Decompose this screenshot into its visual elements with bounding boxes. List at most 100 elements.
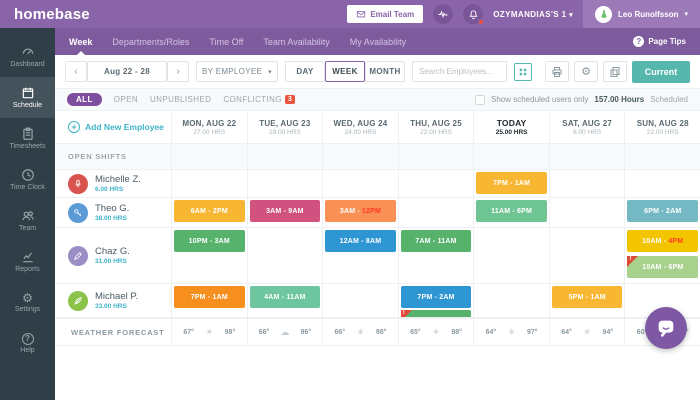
open-shift-cell[interactable]: [548, 144, 625, 169]
filter-bar: ALL OPEN UNPUBLISHED CONFLICTING 3 Show …: [55, 89, 700, 111]
clipboard-icon: [22, 127, 33, 140]
sidebar-item-help[interactable]: ? Help: [20, 333, 35, 354]
tab-departments-roles[interactable]: Departments/Roles: [112, 36, 190, 47]
dashboard-gauge-icon: [22, 48, 33, 55]
open-shift-cell[interactable]: [397, 144, 474, 169]
sidebar-item-timesheets[interactable]: Timesheets: [0, 118, 55, 159]
shift-block-conflict[interactable]: [400, 310, 472, 317]
shift-block[interactable]: 5PM - 1AM: [551, 286, 623, 308]
sidebar-item-time-clock[interactable]: Time Clock: [0, 159, 55, 200]
next-week-button[interactable]: ›: [167, 61, 189, 82]
show-scheduled-checkbox[interactable]: [474, 94, 485, 105]
open-shift-cell[interactable]: [473, 144, 549, 169]
filter-conflicting[interactable]: CONFLICTING 3: [223, 95, 296, 104]
printer-icon: [552, 66, 562, 77]
employee-row-chaz: Chaz G. 31.00 HRS 10PM - 3AM 12AM - 8AM …: [55, 228, 700, 284]
shift-block[interactable]: 6PM - 2AM: [627, 200, 699, 222]
shift-block[interactable]: 11AM - 6PM: [476, 200, 547, 222]
shift-block[interactable]: 7PM - 2AM: [400, 286, 472, 308]
chart-icon: [22, 252, 33, 263]
activity-pulse-icon: [438, 10, 448, 19]
view-week-button[interactable]: WEEK: [325, 61, 365, 82]
open-shifts-label: OPEN SHIFTS: [68, 152, 127, 161]
color-filter-button[interactable]: [514, 62, 532, 81]
user-avatar: [595, 5, 613, 23]
question-icon: ?: [633, 36, 645, 47]
conflict-flag-icon: [400, 310, 412, 317]
shift-block-conflict[interactable]: 10AM - 4PM: [627, 230, 699, 252]
employee-name-cell[interactable]: Michael P. 33.00 HRS: [55, 284, 171, 317]
tab-team-availability[interactable]: Team Availability: [263, 36, 330, 47]
day-header-today: TODAY 25.00 HRS: [473, 111, 549, 143]
open-shift-cell[interactable]: [322, 144, 398, 169]
sidebar-item-settings[interactable]: ⚙ Settings: [14, 291, 41, 313]
weather-cell: 66° ☀ 98°: [322, 319, 398, 345]
filter-open[interactable]: OPEN: [113, 95, 139, 104]
print-button[interactable]: [545, 61, 569, 82]
tab-my-availability[interactable]: My Availability: [349, 36, 407, 47]
open-shift-cell[interactable]: [171, 144, 247, 169]
search-employees-input[interactable]: [412, 61, 507, 82]
filter-all[interactable]: ALL: [67, 93, 102, 106]
shift-block[interactable]: 7PM - 1AM: [174, 286, 245, 308]
homebase-logo: homebase: [14, 5, 90, 23]
user-menu[interactable]: Leo Runolfsson ▾: [583, 0, 700, 28]
company-dropdown[interactable]: OZYMANDIAS'S 1 ▾: [493, 9, 574, 19]
settings-button[interactable]: ⚙: [574, 61, 598, 82]
current-week-button[interactable]: Current: [632, 60, 690, 83]
view-day-button[interactable]: DAY: [285, 61, 325, 82]
shift-block[interactable]: 12AM - 8AM: [325, 230, 396, 252]
sun-icon: ☀: [205, 326, 214, 337]
chevron-down-icon: ▾: [268, 68, 272, 76]
hours-scheduled-suffix: Scheduled: [650, 95, 688, 104]
shift-block[interactable]: 7PM - 1AM: [476, 172, 547, 194]
employee-name-cell[interactable]: Theo G. 38.00 HRS: [55, 198, 171, 227]
sidebar-item-reports[interactable]: Reports: [0, 241, 55, 282]
hours-scheduled-value: 157.00 Hours: [594, 95, 645, 104]
shift-block-conflict[interactable]: 10AM - 6PM: [627, 256, 699, 278]
day-header-mon: MON, AUG 22 27.00 HRS: [171, 111, 247, 143]
activity-button[interactable]: [433, 4, 454, 24]
shift-block-conflict[interactable]: 3AM - 12PM: [325, 200, 396, 222]
support-chat-button[interactable]: [645, 307, 687, 349]
employee-name-cell[interactable]: Michelle Z. 6.00 HRS: [55, 170, 171, 197]
weather-cell: 67° ☀ 98°: [171, 319, 247, 345]
sun-icon: ☀: [431, 326, 441, 337]
avatar: [68, 202, 88, 223]
filter-unpublished[interactable]: UNPUBLISHED: [150, 95, 212, 104]
grid-dots-icon: [519, 68, 527, 75]
tab-time-off[interactable]: Time Off: [209, 36, 244, 47]
email-team-button[interactable]: Email Team: [347, 5, 424, 23]
employee-name-cell[interactable]: Chaz G. 31.00 HRS: [55, 228, 171, 283]
employee-row-theo: Theo G. 38.00 HRS 6AM - 2PM 3AM - 9AM 3A…: [55, 198, 700, 228]
shift-block[interactable]: 4AM - 11AM: [249, 286, 321, 308]
shift-block[interactable]: 10PM - 3AM: [174, 230, 245, 252]
day-header-thu: THU, AUG 25 22.00 HRS: [397, 111, 474, 143]
tab-week[interactable]: Week: [69, 28, 92, 55]
shift-block[interactable]: 7AM - 11AM: [400, 230, 472, 252]
shift-block[interactable]: 3AM - 9AM: [249, 200, 321, 222]
microphone-icon: [75, 179, 81, 187]
calendar-icon: [22, 87, 33, 99]
open-shift-cell[interactable]: [246, 144, 323, 169]
sun-icon: ☀: [507, 326, 516, 337]
clock-icon: [21, 169, 34, 181]
date-range-label[interactable]: Aug 22 - 28: [87, 61, 167, 82]
schedule-grid: + Add New Employee MON, AUG 22 27.00 HRS …: [55, 111, 700, 400]
sidebar-item-schedule[interactable]: Schedule: [0, 77, 55, 118]
sun-icon: ☀: [356, 326, 365, 337]
open-shift-cell[interactable]: [624, 144, 700, 169]
conflict-flag-icon: [627, 256, 639, 267]
sidebar-item-dashboard[interactable]: Dashboard: [0, 36, 55, 77]
page-tips-button[interactable]: ? Page Tips: [633, 36, 686, 47]
notifications-button[interactable]: [463, 4, 485, 25]
shift-block[interactable]: 6AM - 2PM: [174, 200, 245, 222]
view-month-button[interactable]: MONTH: [365, 61, 405, 82]
sidebar-item-team[interactable]: Team: [0, 200, 55, 241]
add-new-employee-button[interactable]: + Add New Employee: [68, 121, 164, 133]
group-by-select[interactable]: BY EMPLOYEE ▾: [196, 61, 278, 82]
copy-schedule-button[interactable]: [603, 61, 627, 82]
prev-week-button[interactable]: ‹: [65, 61, 87, 82]
day-header-sun: SUN, AUG 28 22.00 HRS: [624, 111, 700, 143]
feather-icon: [74, 296, 82, 304]
